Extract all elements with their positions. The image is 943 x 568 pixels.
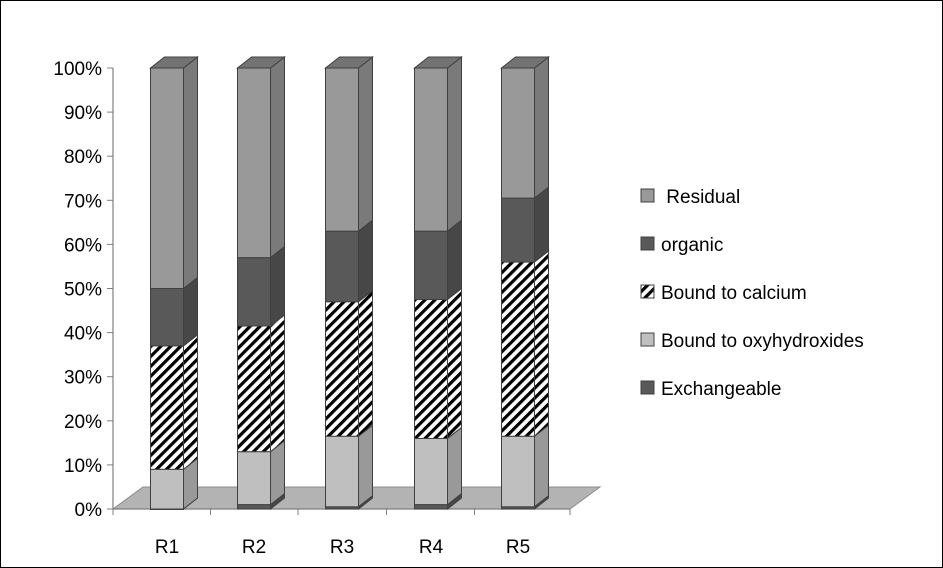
bar-segment <box>501 261 535 437</box>
bar-segment <box>237 257 271 327</box>
bar-segment <box>501 197 535 263</box>
bar-segment <box>150 468 184 510</box>
bar-segment <box>150 345 184 470</box>
legend-swatch <box>640 380 655 395</box>
legend-item: Residual <box>640 187 740 208</box>
bar-segment <box>325 301 359 437</box>
y-tick-label: 100% <box>53 59 102 80</box>
bar-segment-side <box>358 219 373 303</box>
legend-swatch <box>640 284 655 299</box>
bar-segment-side <box>447 55 462 233</box>
bar-segment-side <box>183 55 198 290</box>
y-tick-label: 70% <box>64 191 102 212</box>
legend-item: Exchangeable <box>640 379 781 400</box>
bar-top-cap <box>413 56 463 69</box>
bar-stack-R1 <box>149 55 199 511</box>
x-tick-label: R5 <box>506 537 530 558</box>
bar-segment <box>501 67 535 199</box>
x-tick-label: R3 <box>330 537 354 558</box>
y-tick-label: 60% <box>64 235 102 256</box>
bar-segment-side <box>447 219 462 301</box>
bar-segment-side <box>534 55 549 200</box>
bar-segment-side <box>534 424 549 508</box>
y-tick-label: 80% <box>64 147 102 168</box>
x-tick-label: R2 <box>242 537 266 558</box>
bar-segment-side <box>358 289 373 438</box>
bar-segment <box>414 299 448 439</box>
bar-segment-side <box>447 426 462 506</box>
bar-segment-side <box>270 313 285 453</box>
bar-segment <box>237 504 271 510</box>
bar-segment <box>414 504 448 510</box>
bar-stack-R5 <box>500 55 550 511</box>
axes: 0% 10% 20% 30% 40% 50% 60% 70% 80% 90% 100% R1 R2 R3 R… <box>53 59 571 558</box>
legend: Residual organic Bound to calcium Bound to … <box>640 187 864 400</box>
bar-stack-R4 <box>413 55 463 511</box>
bar-segment <box>325 67 359 232</box>
bar-segment <box>150 67 184 289</box>
bar-stack-R3 <box>324 55 374 511</box>
y-tick-label: 0% <box>75 500 103 521</box>
bar-top-cap <box>324 56 374 69</box>
legend-item: organic <box>640 235 723 256</box>
legend-item: Bound to calcium <box>640 283 807 304</box>
bar-segment <box>325 230 359 303</box>
x-tick-label: R1 <box>155 537 179 558</box>
bar-segment-side <box>183 276 198 347</box>
y-tick-label: 40% <box>64 324 102 345</box>
bar-segment-side <box>183 333 198 471</box>
legend-swatch <box>640 188 655 203</box>
bar-top-cap <box>500 56 550 69</box>
x-tick-label: R4 <box>419 537 444 558</box>
bar-segment-side <box>447 287 462 440</box>
bar-segment <box>237 67 271 259</box>
bar-segment <box>237 325 271 453</box>
legend-label: Exchangeable <box>661 379 781 400</box>
bar-top-cap <box>236 56 286 69</box>
bar-segment <box>414 67 448 232</box>
bar-segment-side <box>534 250 549 438</box>
bar-segment <box>414 437 448 506</box>
y-tick-label: 30% <box>64 368 102 389</box>
bar-segment-side <box>534 186 549 264</box>
bar-segment-side <box>270 55 285 259</box>
y-tick-label: 50% <box>64 280 102 301</box>
bar-stack-R2 <box>236 55 286 511</box>
bar-segment <box>325 435 359 508</box>
legend-label: Bound to calcium <box>661 283 807 304</box>
bar-segment <box>150 288 184 347</box>
legend-label: Bound to oxyhydroxides <box>661 331 864 352</box>
bars <box>149 55 550 511</box>
y-tick-label: 10% <box>64 456 102 477</box>
legend-swatch <box>640 332 655 347</box>
bar-top-cap <box>149 56 199 69</box>
bar-segment-side <box>270 245 285 328</box>
bar-segment <box>414 230 448 301</box>
bar-segment <box>237 451 271 506</box>
bar-segment <box>501 435 535 508</box>
legend-item: Bound to oxyhydroxides <box>640 331 864 352</box>
y-tick-label: 20% <box>64 412 102 433</box>
bar-segment-side <box>358 55 373 233</box>
legend-swatch <box>640 236 655 251</box>
y-tick-label: 90% <box>64 103 102 124</box>
legend-label: Residual <box>661 187 740 208</box>
bar-segment-side <box>358 424 373 508</box>
legend-label: organic <box>661 235 723 256</box>
